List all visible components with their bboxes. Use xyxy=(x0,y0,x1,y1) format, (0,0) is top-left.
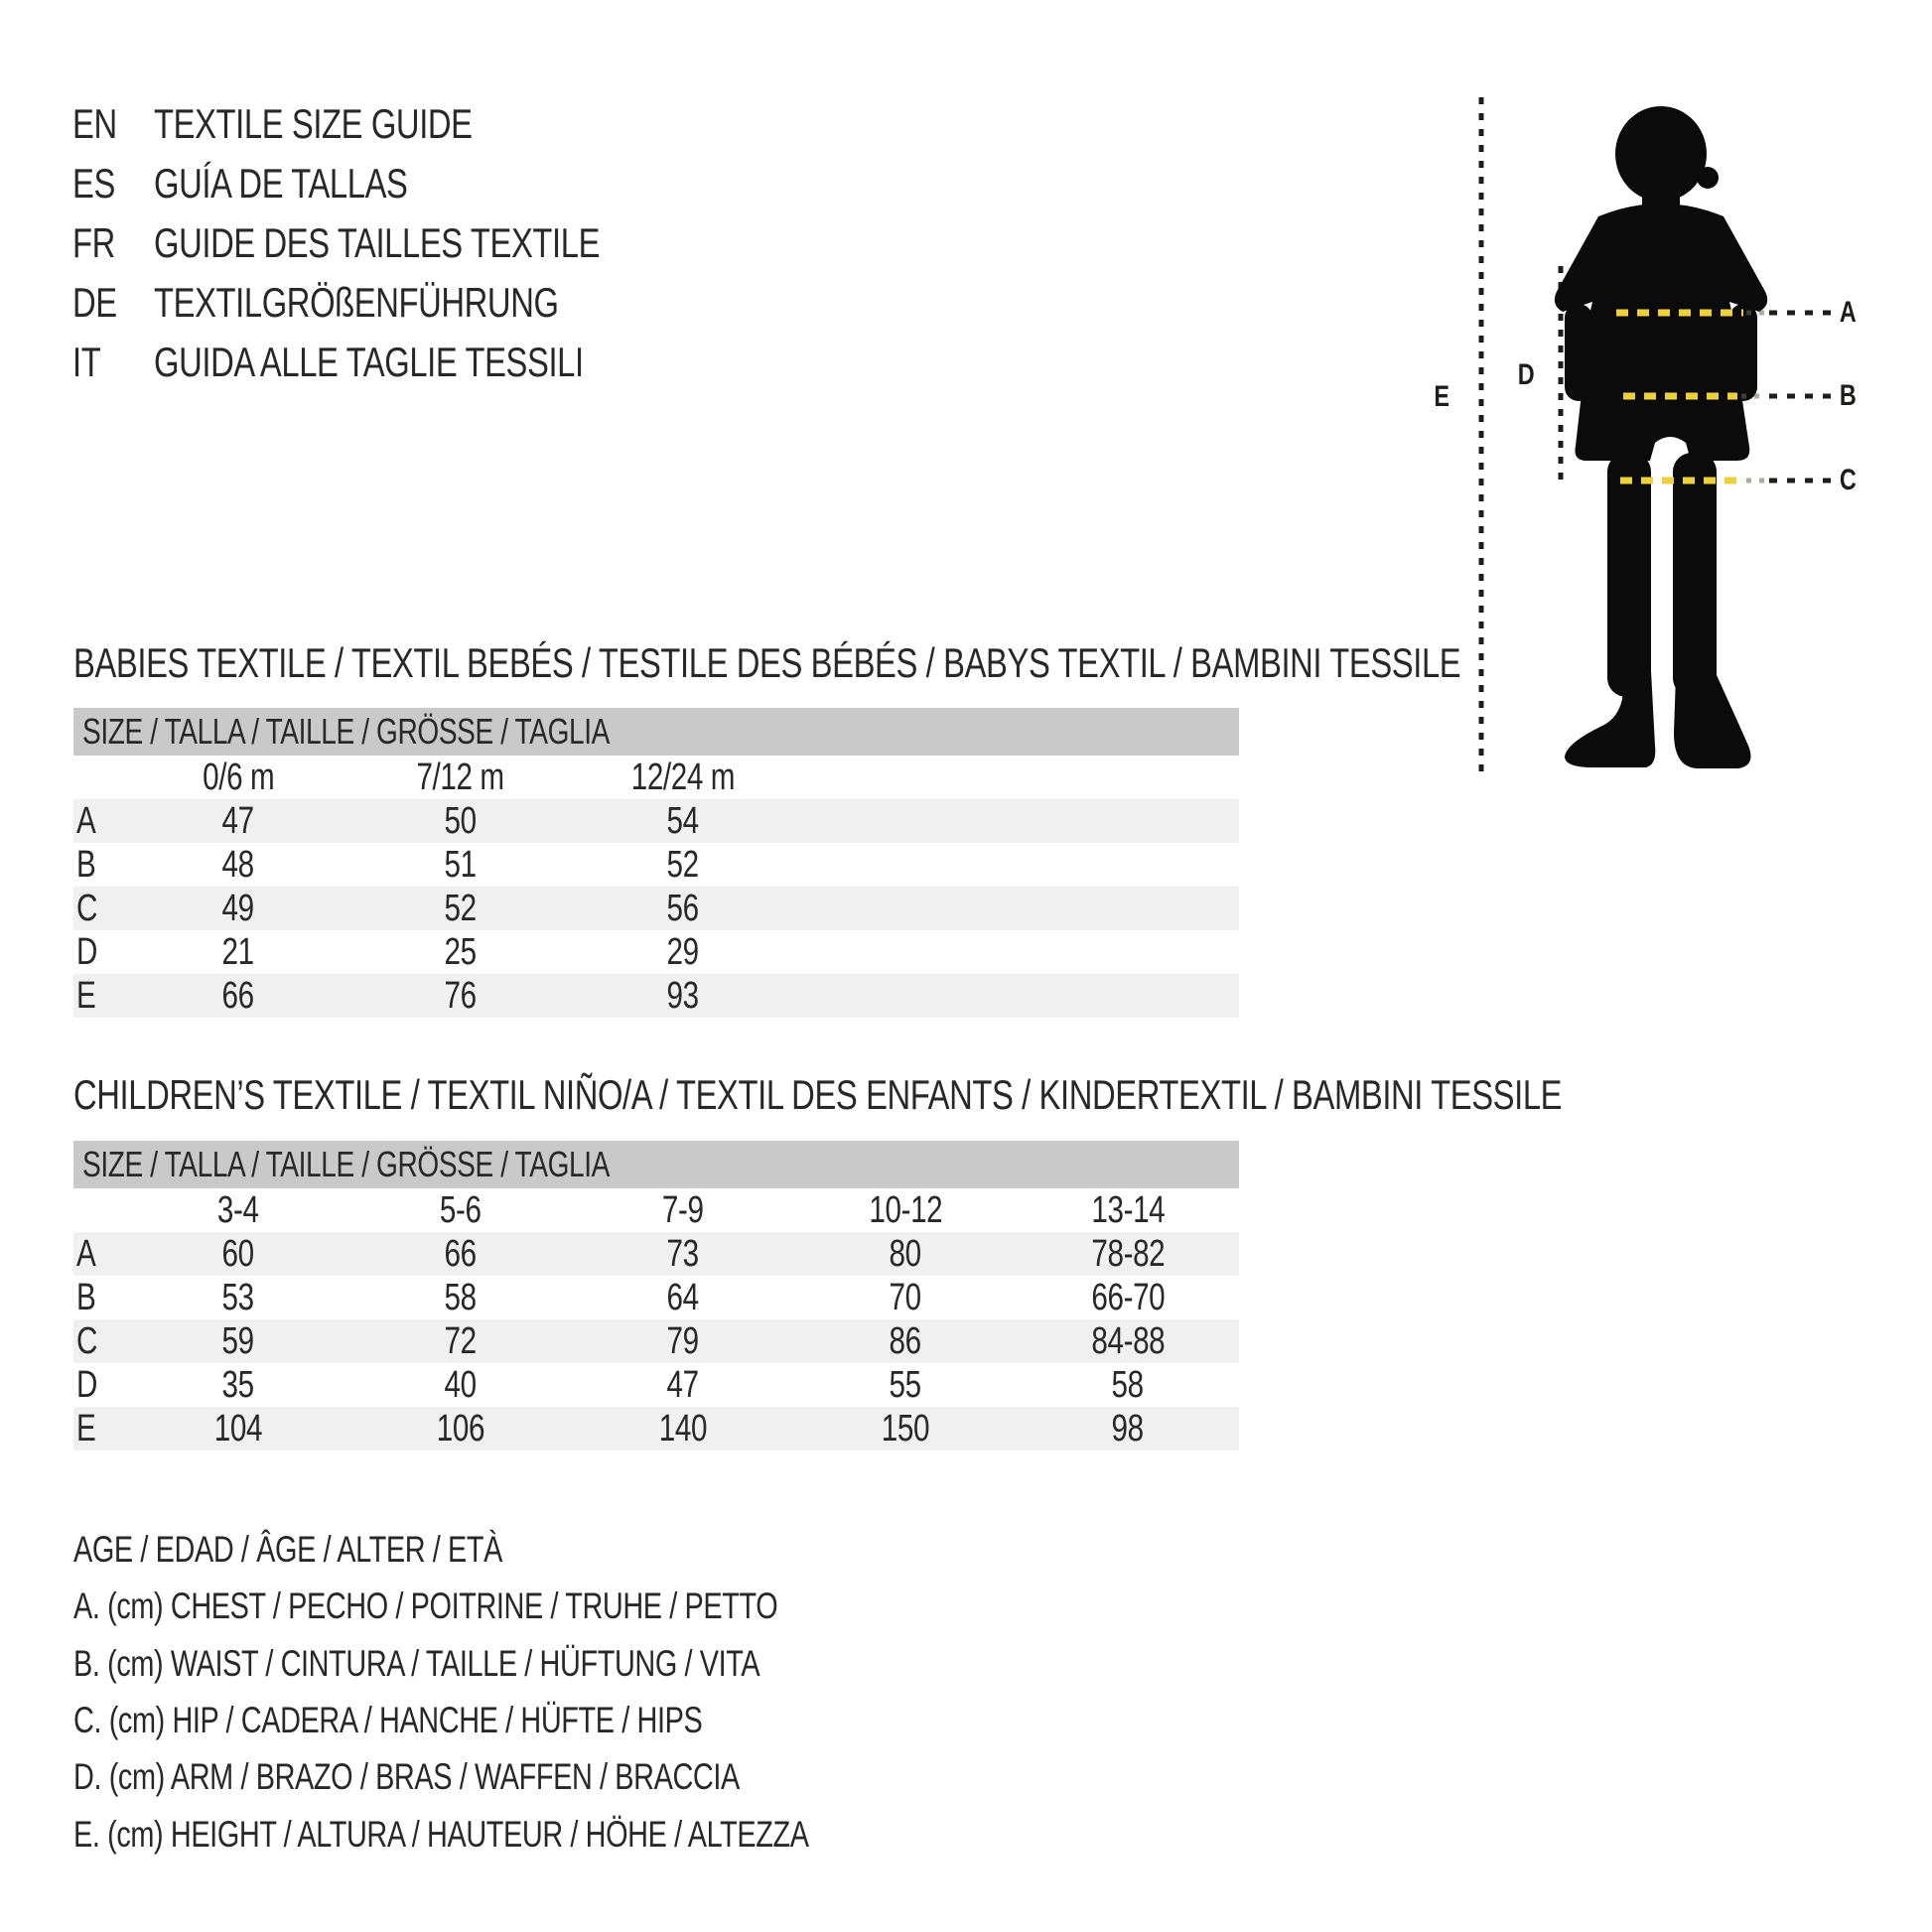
figure-label-a: A xyxy=(1839,296,1857,329)
children-size-header-band: SIZE / TALLA / TAILLE / GRÖSSE / TAGLIA xyxy=(73,1141,1239,1188)
table-row: D 21 25 29 xyxy=(76,931,700,973)
table-row: B 53 58 64 70 66-70 xyxy=(76,1277,1165,1318)
figure-label-b: B xyxy=(1839,379,1857,412)
lang-title-it: GUIDA ALLE TAGLIE TESSILI xyxy=(154,339,584,385)
children-column-header-row: 3-4 5-6 7-9 10-12 13-14 xyxy=(217,1189,1165,1231)
table-row: A 60 66 73 80 78-82 xyxy=(73,1232,1239,1276)
legend-line-chest: A. (cm) CHEST / PECHO / POITRINE / TRUHE… xyxy=(73,1586,778,1626)
lang-code-it: IT xyxy=(72,339,101,385)
table-row: E 104 106 140 150 98 xyxy=(73,1407,1239,1450)
figure-label-e: E xyxy=(1434,380,1449,413)
measurement-figure xyxy=(1478,97,1833,771)
babies-size-table: SIZE / TALLA / TAILLE / GRÖSSE / TAGLIA … xyxy=(73,708,1239,1018)
children-section-heading: CHILDREN’S TEXTILE / TEXTIL NIÑO/A / TEX… xyxy=(73,1071,1563,1118)
lang-code-fr: FR xyxy=(72,219,115,266)
table-row: E 66 76 93 xyxy=(73,974,1239,1018)
legend-line-waist: B. (cm) WAIST / CINTURA / TAILLE / HÜFTU… xyxy=(73,1643,760,1684)
legend-line-hip: C. (cm) HIP / CADERA / HANCHE / HÜFTE / … xyxy=(73,1700,703,1740)
figure-label-c: C xyxy=(1839,464,1857,496)
lang-code-es: ES xyxy=(72,160,115,207)
lang-code-de: DE xyxy=(72,279,117,326)
babies-column-header-row: 0/6 m 7/12 m 12/24 m xyxy=(202,757,736,798)
figure-label-d: D xyxy=(1517,358,1535,391)
babies-size-header-band: SIZE / TALLA / TAILLE / GRÖSSE / TAGLIA xyxy=(73,708,1239,756)
lang-title-es: GUÍA DE TALLAS xyxy=(154,160,408,207)
lang-code-en: EN xyxy=(72,100,117,147)
lang-title-en: TEXTILE SIZE GUIDE xyxy=(154,100,473,147)
table-row: C 49 52 56 xyxy=(73,887,1239,930)
table-row: D 35 40 47 55 58 xyxy=(76,1364,1145,1406)
legend-line-arm: D. (cm) ARM / BRAZO / BRAS / WAFFEN / BR… xyxy=(73,1756,740,1797)
children-size-table: SIZE / TALLA / TAILLE / GRÖSSE / TAGLIA … xyxy=(73,1141,1239,1450)
babies-section-heading: BABIES TEXTILE / TEXTIL BEBÉS / TESTILE … xyxy=(73,639,1461,686)
legend-line-height: E. (cm) HEIGHT / ALTURA / HAUTEUR / HÖHE… xyxy=(73,1814,809,1855)
lang-title-de: TEXTILGRÖßENFÜHRUNG xyxy=(154,279,559,326)
table-row: A 47 50 54 xyxy=(73,799,1239,843)
table-row: B 48 51 52 xyxy=(76,844,700,886)
legend-line-age: AGE / EDAD / ÂGE / ALTER / ETÀ xyxy=(73,1529,503,1570)
lang-title-fr: GUIDE DES TAILLES TEXTILE xyxy=(154,219,601,266)
table-row: C 59 72 79 86 84-88 xyxy=(73,1319,1239,1363)
child-silhouette xyxy=(1554,106,1768,768)
